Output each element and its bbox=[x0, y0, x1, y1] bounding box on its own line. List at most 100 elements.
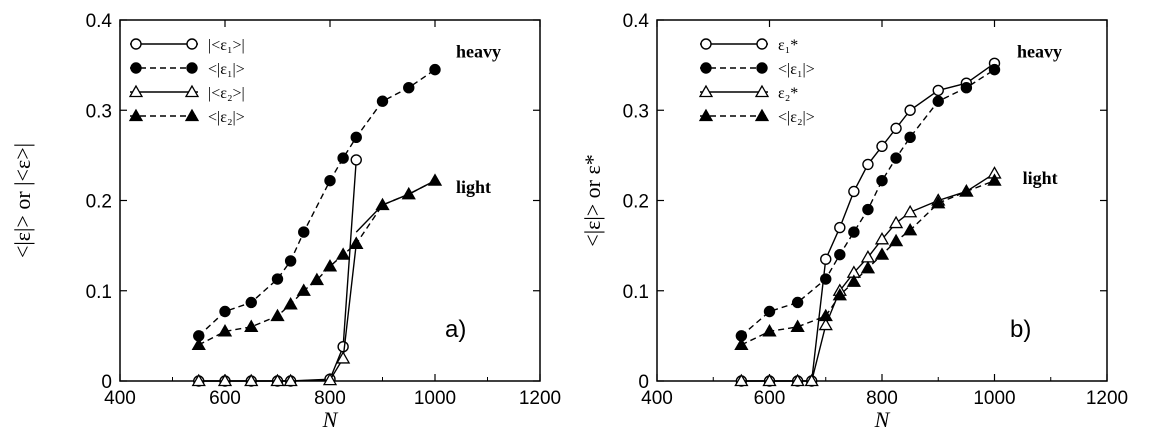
legend-entry: |<ε₂>| bbox=[208, 85, 245, 102]
plot-frame bbox=[119, 19, 541, 382]
legend-entry: <|ε₁|> bbox=[778, 61, 815, 78]
data-point-s4 bbox=[244, 319, 259, 333]
x-tick-label: 1000 bbox=[973, 388, 1015, 409]
legend-marker bbox=[130, 62, 142, 74]
data-point-s3 bbox=[818, 317, 833, 331]
data-point-s2 bbox=[337, 152, 349, 164]
x-tick-label: 600 bbox=[754, 388, 786, 409]
y-axis-label: <|ε|> or |<ε>| bbox=[10, 143, 35, 258]
data-point-s4 bbox=[734, 337, 749, 351]
legend-marker bbox=[186, 38, 198, 50]
data-point-s2 bbox=[890, 152, 902, 164]
y-tick-label: 0 bbox=[638, 372, 649, 393]
data-point-s2 bbox=[245, 296, 257, 309]
data-point-s4 bbox=[874, 247, 890, 260]
panel-a: 400 600 800 1000 1200 0 0.1 0.2 0.3 0.4 N <|ε|> or … bbox=[10, 11, 561, 432]
data-point-s4 bbox=[296, 283, 311, 296]
y-tick-label: 0 bbox=[101, 372, 112, 393]
legend-marker bbox=[698, 108, 714, 122]
x-tick-label: 600 bbox=[209, 388, 241, 409]
data-point-s1 bbox=[876, 140, 888, 153]
data-point-s2 bbox=[988, 63, 1001, 76]
panel-label: a) bbox=[445, 316, 466, 343]
legend-entry: <|ε₂|> bbox=[208, 109, 245, 126]
data-point-s2 bbox=[350, 131, 362, 144]
legend-marker bbox=[756, 62, 768, 74]
legend-marker bbox=[186, 62, 198, 74]
data-point-s1 bbox=[904, 104, 916, 116]
y-tick-label: 0.4 bbox=[86, 11, 113, 32]
x-tick-label: 400 bbox=[641, 388, 673, 409]
legend-entry: <|ε₁|> bbox=[208, 61, 245, 78]
y-axis-label: <|ε|> or ε* bbox=[580, 154, 605, 246]
y-tick-label: 0.1 bbox=[623, 282, 649, 303]
data-point-s4 bbox=[336, 247, 351, 260]
legend-entry: ε₁* bbox=[778, 37, 798, 54]
data-point-s4 bbox=[987, 173, 1002, 186]
legend-marker bbox=[128, 108, 144, 122]
data-point-s2 bbox=[219, 305, 231, 318]
legend-marker bbox=[184, 108, 200, 122]
legend-marker bbox=[130, 38, 142, 50]
plot-frame bbox=[656, 19, 1108, 382]
x-axis-label: N bbox=[322, 407, 339, 432]
annotation-light: light bbox=[1023, 168, 1058, 188]
data-point-s4 bbox=[762, 324, 777, 337]
data-point-s1 bbox=[932, 84, 944, 97]
data-point-s4 bbox=[818, 308, 833, 322]
data-point-s4 bbox=[903, 222, 918, 236]
legend-marker bbox=[754, 108, 770, 122]
legend-entry: <|ε₂|> bbox=[778, 109, 815, 126]
annotation-light: light bbox=[456, 177, 491, 197]
data-point-s1 bbox=[848, 185, 860, 198]
data-point-s4 bbox=[283, 296, 298, 310]
data-point-s4 bbox=[270, 308, 285, 322]
data-point-s3 bbox=[734, 373, 749, 387]
data-point-s2 bbox=[960, 81, 973, 94]
x-tick-label: 1200 bbox=[519, 388, 561, 409]
data-point-s1 bbox=[350, 154, 362, 166]
data-point-s1 bbox=[820, 253, 832, 265]
data-point-s3 bbox=[244, 373, 259, 387]
legend-marker bbox=[700, 38, 712, 50]
legend: ε₁* <|ε₁|> ε₂* <|ε₂|> bbox=[698, 37, 815, 126]
data-point-s3 bbox=[804, 373, 819, 387]
data-point-s2 bbox=[403, 81, 415, 94]
panel-label: b) bbox=[1010, 316, 1031, 343]
data-point-s4 bbox=[191, 337, 206, 351]
legend-entry: |<ε₁>| bbox=[208, 37, 245, 54]
x-tick-label: 800 bbox=[314, 388, 346, 409]
legend-marker bbox=[700, 62, 712, 74]
data-point-s2 bbox=[271, 273, 284, 285]
data-point-s4 bbox=[322, 259, 338, 272]
data-point-s4 bbox=[860, 260, 876, 274]
annotation-heavy: heavy bbox=[1017, 42, 1062, 62]
data-point-s1 bbox=[890, 122, 902, 135]
data-point-s4 bbox=[931, 195, 946, 209]
data-point-s3 bbox=[903, 204, 918, 218]
legend-entry: ε₂* bbox=[778, 85, 798, 102]
x-tick-label: 800 bbox=[866, 388, 898, 409]
data-point-s2 bbox=[284, 255, 297, 267]
data-point-s3 bbox=[217, 373, 233, 387]
data-point-s3 bbox=[191, 373, 206, 387]
legend-marker bbox=[754, 84, 770, 98]
data-point-s3 bbox=[762, 373, 777, 387]
y-tick-label: 0.4 bbox=[623, 11, 650, 32]
data-point-s2 bbox=[876, 174, 888, 187]
data-point-s2 bbox=[862, 203, 874, 216]
y-tick-label: 0.2 bbox=[623, 192, 649, 213]
data-point-s3 bbox=[888, 215, 904, 229]
data-point-s3 bbox=[283, 373, 298, 387]
data-point-s4 bbox=[349, 236, 364, 249]
data-point-s1 bbox=[834, 221, 846, 234]
legend-marker bbox=[128, 84, 144, 98]
data-point-s3 bbox=[336, 351, 351, 364]
annotation-heavy: heavy bbox=[456, 42, 501, 62]
data-point-s2 bbox=[298, 226, 310, 238]
y-tick-label: 0.3 bbox=[623, 101, 649, 122]
data-point-s2 bbox=[932, 95, 944, 107]
data-point-s2 bbox=[820, 273, 832, 285]
data-point-s2 bbox=[834, 248, 846, 261]
